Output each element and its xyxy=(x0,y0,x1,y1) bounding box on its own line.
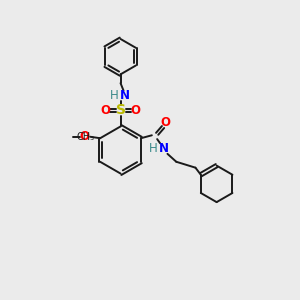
Text: O: O xyxy=(131,104,141,117)
Text: O: O xyxy=(160,116,170,129)
Text: N: N xyxy=(120,89,130,102)
Text: S: S xyxy=(116,103,126,117)
Text: CH₃: CH₃ xyxy=(77,132,95,142)
Text: O: O xyxy=(80,130,90,143)
Text: O: O xyxy=(100,104,110,117)
Text: H: H xyxy=(149,142,158,155)
Text: H: H xyxy=(110,89,118,102)
Text: N: N xyxy=(159,142,169,155)
